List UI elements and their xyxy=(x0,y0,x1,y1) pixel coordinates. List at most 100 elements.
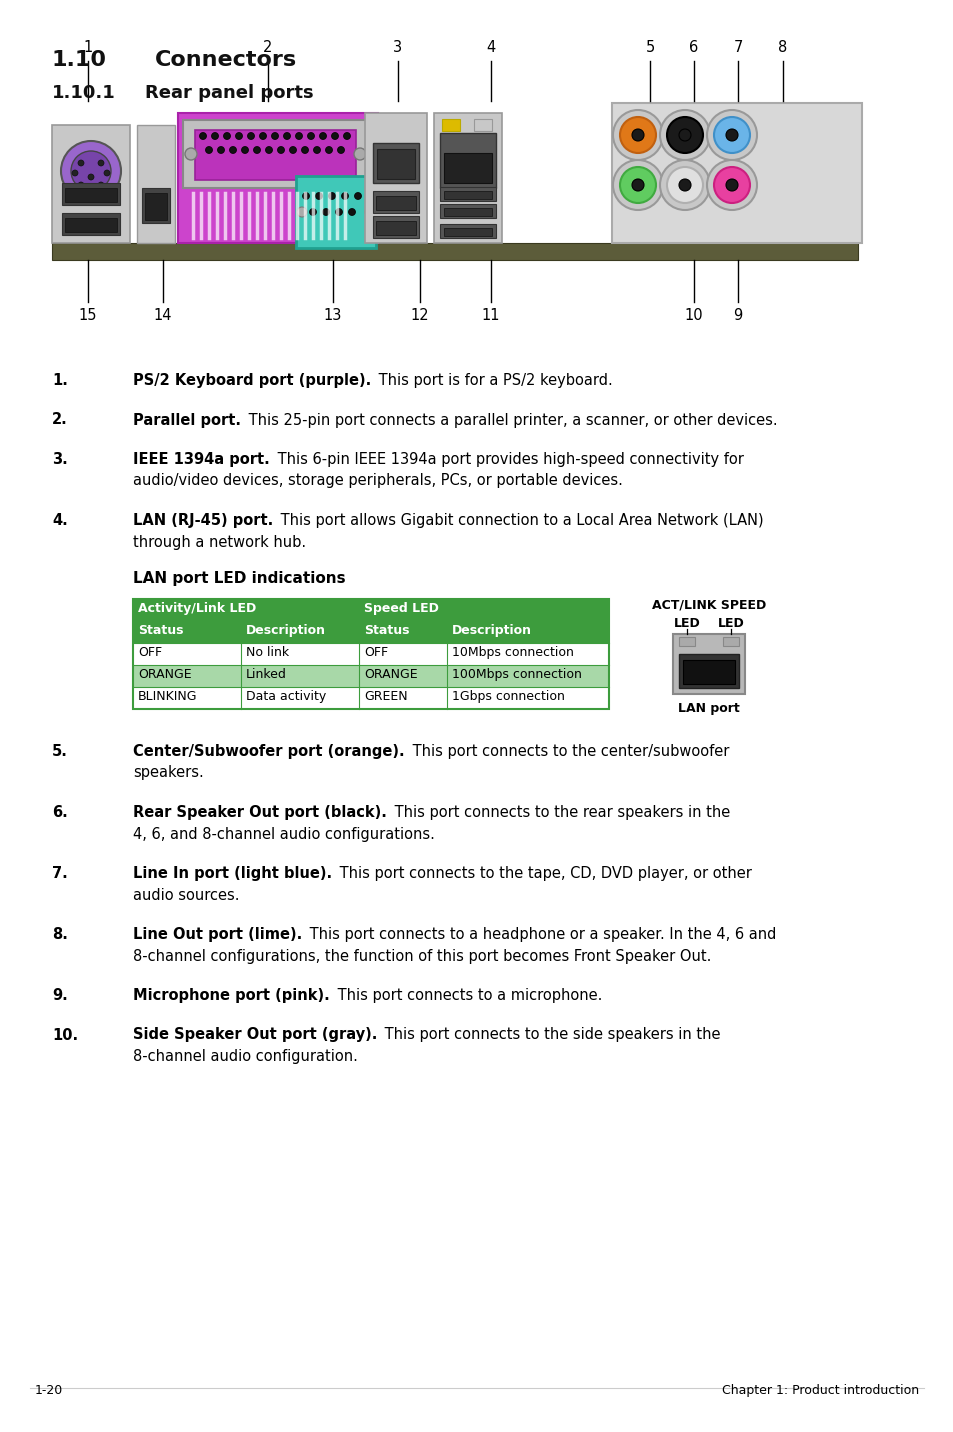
Circle shape xyxy=(331,133,338,139)
Circle shape xyxy=(223,133,231,139)
Bar xyxy=(132,687,608,709)
Bar xyxy=(439,203,496,218)
Bar xyxy=(65,188,117,202)
Text: This port connects to the rear speakers in the: This port connects to the rear speakers … xyxy=(390,805,729,821)
Bar xyxy=(52,125,130,243)
Bar xyxy=(183,120,368,188)
Text: Line Out port (lime).: Line Out port (lime). xyxy=(132,927,302,942)
Bar xyxy=(178,113,377,243)
Text: 3.: 3. xyxy=(52,453,68,467)
Text: Rear Speaker Out port (black).: Rear Speaker Out port (black). xyxy=(132,805,387,821)
Circle shape xyxy=(666,117,702,153)
Bar xyxy=(375,196,416,211)
Bar xyxy=(679,637,695,646)
Text: Status: Status xyxy=(138,624,183,637)
Text: 8-channel configurations, the function of this port becomes Front Speaker Out.: 8-channel configurations, the function o… xyxy=(132,948,711,964)
Bar xyxy=(443,190,492,199)
Text: ORANGE: ORANGE xyxy=(364,667,417,682)
Text: Status: Status xyxy=(364,624,409,637)
Text: This port connects to a headphone or a speaker. In the 4, 6 and: This port connects to a headphone or a s… xyxy=(305,927,776,942)
Text: 6: 6 xyxy=(689,40,698,54)
Bar xyxy=(443,153,492,183)
Text: This port is for a PS/2 keyboard.: This port is for a PS/2 keyboard. xyxy=(374,372,613,388)
Text: Center/Subwoofer port (orange).: Center/Subwoofer port (orange). xyxy=(132,745,404,759)
Bar xyxy=(679,654,739,687)
Circle shape xyxy=(713,117,749,153)
Bar xyxy=(439,188,496,200)
Text: 1: 1 xyxy=(83,40,92,54)
Circle shape xyxy=(365,208,375,218)
Bar xyxy=(373,190,418,213)
Text: Activity/Link LED: Activity/Link LED xyxy=(138,601,256,614)
Circle shape xyxy=(199,133,206,139)
Circle shape xyxy=(309,209,316,215)
Bar xyxy=(142,188,170,223)
Bar xyxy=(373,216,418,238)
Circle shape xyxy=(241,146,248,153)
Circle shape xyxy=(725,179,738,190)
Circle shape xyxy=(619,168,656,203)
Text: 11: 11 xyxy=(481,308,499,324)
Circle shape xyxy=(71,150,111,190)
Circle shape xyxy=(289,146,296,153)
Bar xyxy=(62,183,120,205)
Text: 7.: 7. xyxy=(52,866,68,881)
Bar xyxy=(376,149,415,179)
Bar xyxy=(132,664,608,687)
Text: ACT/LINK SPEED: ACT/LINK SPEED xyxy=(651,599,765,611)
Text: Description: Description xyxy=(452,624,532,637)
Bar xyxy=(443,228,492,236)
Text: Speed LED: Speed LED xyxy=(364,601,438,614)
Text: 13: 13 xyxy=(323,308,342,324)
Circle shape xyxy=(185,147,196,160)
Circle shape xyxy=(713,168,749,203)
Text: 6.: 6. xyxy=(52,805,68,821)
Text: IEEE 1394a port.: IEEE 1394a port. xyxy=(132,453,270,467)
Bar xyxy=(439,133,496,188)
Text: Side Speaker Out port (gray).: Side Speaker Out port (gray). xyxy=(132,1028,377,1042)
Text: This port connects to the center/subwoofer: This port connects to the center/subwoof… xyxy=(407,745,728,759)
Circle shape xyxy=(217,146,224,153)
Text: 8: 8 xyxy=(778,40,787,54)
Circle shape xyxy=(71,170,78,176)
Circle shape xyxy=(272,133,278,139)
Bar xyxy=(672,634,744,695)
Text: 1.10.1: 1.10.1 xyxy=(52,84,115,102)
Text: 1.: 1. xyxy=(52,372,68,388)
Text: 10.: 10. xyxy=(52,1028,78,1042)
Circle shape xyxy=(253,146,260,153)
Bar xyxy=(373,143,418,183)
Circle shape xyxy=(354,147,366,160)
Circle shape xyxy=(322,209,329,215)
Text: 4.: 4. xyxy=(52,513,68,528)
Circle shape xyxy=(307,133,314,139)
Text: LAN port LED indications: LAN port LED indications xyxy=(132,571,345,586)
Text: 1Gbps connection: 1Gbps connection xyxy=(452,690,564,703)
Text: Rear panel ports: Rear panel ports xyxy=(145,84,314,102)
Bar xyxy=(132,621,608,643)
Text: 4, 6, and 8-channel audio configurations.: 4, 6, and 8-channel audio configurations… xyxy=(132,826,435,842)
Text: GREEN: GREEN xyxy=(364,690,407,703)
Bar xyxy=(132,599,608,621)
Bar xyxy=(439,223,496,238)
Text: Connectors: Connectors xyxy=(154,50,296,70)
Text: Description: Description xyxy=(246,624,326,637)
Circle shape xyxy=(706,160,757,211)
Text: LAN port: LAN port xyxy=(678,702,740,715)
Bar xyxy=(145,193,167,221)
Circle shape xyxy=(613,160,662,211)
Text: ORANGE: ORANGE xyxy=(138,667,192,682)
Circle shape xyxy=(296,208,307,218)
Circle shape xyxy=(98,182,104,188)
Circle shape xyxy=(355,192,361,199)
Text: This 6-pin IEEE 1394a port provides high-speed connectivity for: This 6-pin IEEE 1394a port provides high… xyxy=(273,453,742,467)
Text: OFF: OFF xyxy=(364,646,388,659)
Text: 2.: 2. xyxy=(52,412,68,428)
Text: This port connects to a microphone.: This port connects to a microphone. xyxy=(333,988,601,1002)
Text: 9.: 9. xyxy=(52,988,68,1002)
Circle shape xyxy=(328,192,335,199)
Text: 3: 3 xyxy=(393,40,402,54)
Bar xyxy=(137,125,174,243)
Text: 8.: 8. xyxy=(52,927,68,942)
Circle shape xyxy=(631,179,643,190)
